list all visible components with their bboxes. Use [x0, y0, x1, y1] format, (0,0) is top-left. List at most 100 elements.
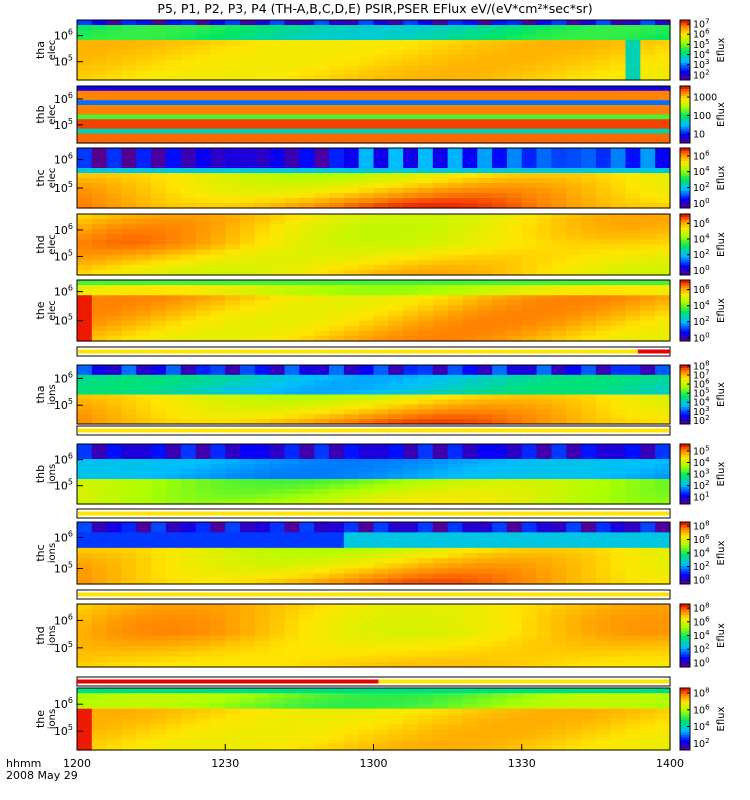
- heatmap-cell: [225, 124, 241, 130]
- heatmap-cell: [314, 320, 330, 327]
- heatmap-cell: [640, 656, 656, 663]
- heatmap-cell: [477, 300, 493, 307]
- heatmap-cell: [373, 310, 389, 317]
- heatmap-cell: [165, 35, 182, 41]
- heatmap-cell: [299, 449, 315, 455]
- heatmap-cell: [536, 264, 552, 271]
- heatmap-cell: [284, 444, 300, 450]
- heatmap-cell: [551, 499, 567, 505]
- heatmap-cell: [240, 558, 256, 564]
- heatmap-cell: [329, 40, 345, 46]
- heatmap-cell: [136, 119, 152, 125]
- heatmap-cell: [595, 499, 612, 505]
- heatmap-cell: [373, 522, 389, 528]
- heatmap-cell: [595, 479, 612, 485]
- heatmap-cell: [373, 259, 389, 266]
- heatmap-cell: [462, 239, 478, 246]
- heatmap-cell: [373, 568, 389, 575]
- heatmap-cell: [403, 55, 419, 61]
- heatmap-cell: [417, 614, 434, 621]
- heatmap-cell: [180, 744, 197, 751]
- heatmap-cell: [165, 651, 182, 658]
- colorbar-step: [680, 45, 690, 48]
- heatmap-cell: [195, 708, 212, 715]
- colorbar-step: [680, 252, 690, 256]
- heatmap-cell: [403, 105, 419, 111]
- heatmap-cell: [447, 394, 464, 401]
- heatmap-cell: [195, 259, 212, 266]
- heatmap-cell: [136, 635, 152, 642]
- heatmap-cell: [581, 295, 597, 301]
- heatmap-cell: [106, 389, 123, 396]
- heatmap-cell: [151, 124, 167, 130]
- heatmap-cell: [180, 609, 197, 616]
- heatmap-cell: [595, 173, 612, 179]
- heatmap-cell: [610, 558, 627, 564]
- heatmap-cell: [329, 568, 345, 575]
- heatmap-cell: [225, 365, 241, 371]
- colorbar-step: [680, 126, 690, 130]
- heatmap-cell: [343, 254, 360, 261]
- heatmap-cell: [180, 148, 197, 154]
- heatmap-cell: [240, 693, 256, 699]
- colorbar-step: [680, 37, 690, 41]
- heatmap-cell: [121, 563, 137, 570]
- heatmap-cell: [417, 148, 434, 154]
- colorbar-step: [680, 60, 690, 63]
- heatmap-cell: [521, 379, 538, 386]
- heatmap-cell: [521, 532, 538, 539]
- heatmap-cell: [195, 290, 212, 296]
- y-axis-sublabel: elec: [47, 104, 58, 125]
- heatmap-cell: [536, 315, 552, 322]
- heatmap-cell: [269, 563, 286, 570]
- heatmap-cell: [136, 315, 152, 322]
- heatmap-cell: [462, 60, 478, 66]
- heatmap-cell: [388, 394, 404, 401]
- heatmap-cell: [403, 168, 419, 174]
- heatmap-cell: [625, 30, 641, 36]
- heatmap-cell: [432, 320, 449, 327]
- heatmap-cell: [566, 635, 582, 642]
- heatmap-cell: [521, 35, 538, 41]
- heatmap-cell: [388, 114, 404, 120]
- heatmap-cell: [195, 724, 212, 730]
- heatmap-cell: [254, 254, 271, 261]
- heatmap-cell: [254, 280, 271, 286]
- heatmap-cell: [314, 300, 330, 307]
- heatmap-cell: [254, 379, 271, 386]
- heatmap-cell: [314, 708, 330, 715]
- heatmap-cell: [477, 619, 493, 626]
- heatmap-cell: [225, 148, 241, 154]
- heatmap-cell: [121, 547, 137, 554]
- heatmap-cell: [106, 198, 123, 204]
- heatmap-cell: [121, 259, 137, 266]
- heatmap-cell: [477, 325, 493, 332]
- heatmap-cell: [165, 290, 182, 296]
- heatmap-cell: [269, 295, 286, 301]
- heatmap-cell: [106, 285, 123, 291]
- heatmap-cell: [343, 379, 360, 386]
- heatmap-cell: [77, 148, 93, 154]
- heatmap-cell: [91, 229, 108, 235]
- heatmap-cell: [640, 214, 656, 220]
- heatmap-cell: [417, 399, 434, 405]
- heatmap-cell: [477, 310, 493, 317]
- heatmap-cell: [432, 374, 449, 381]
- heatmap-cell: [640, 646, 656, 652]
- colorbar-step: [680, 249, 690, 253]
- heatmap-cell: [225, 568, 241, 575]
- heatmap-cell: [106, 479, 123, 485]
- heatmap-cell: [77, 95, 93, 101]
- heatmap-cell: [373, 651, 389, 658]
- heatmap-cell: [329, 449, 345, 455]
- heatmap-cell: [106, 214, 123, 220]
- heatmap-cell: [403, 259, 419, 266]
- heatmap-cell: [610, 25, 627, 31]
- heatmap-cell: [269, 542, 286, 549]
- heatmap-cell: [299, 244, 315, 251]
- heatmap-cell: [210, 719, 226, 725]
- heatmap-cell: [269, 656, 286, 663]
- heatmap-cell: [195, 55, 212, 61]
- heatmap-cell: [180, 239, 197, 246]
